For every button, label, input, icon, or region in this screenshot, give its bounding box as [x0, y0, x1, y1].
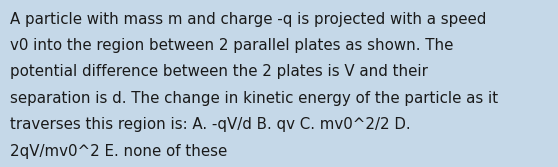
- Text: traverses this region is: A. -qV/d B. qv C. mv0^2/2 D.: traverses this region is: A. -qV/d B. qv…: [10, 117, 411, 132]
- Text: 2qV/mv0^2 E. none of these: 2qV/mv0^2 E. none of these: [10, 144, 227, 159]
- Text: A particle with mass m and charge -q is projected with a speed: A particle with mass m and charge -q is …: [10, 12, 487, 27]
- Text: separation is d. The change in kinetic energy of the particle as it: separation is d. The change in kinetic e…: [10, 91, 498, 106]
- Text: v0 into the region between 2 parallel plates as shown. The: v0 into the region between 2 parallel pl…: [10, 38, 454, 53]
- Text: potential difference between the 2 plates is V and their: potential difference between the 2 plate…: [10, 64, 428, 79]
